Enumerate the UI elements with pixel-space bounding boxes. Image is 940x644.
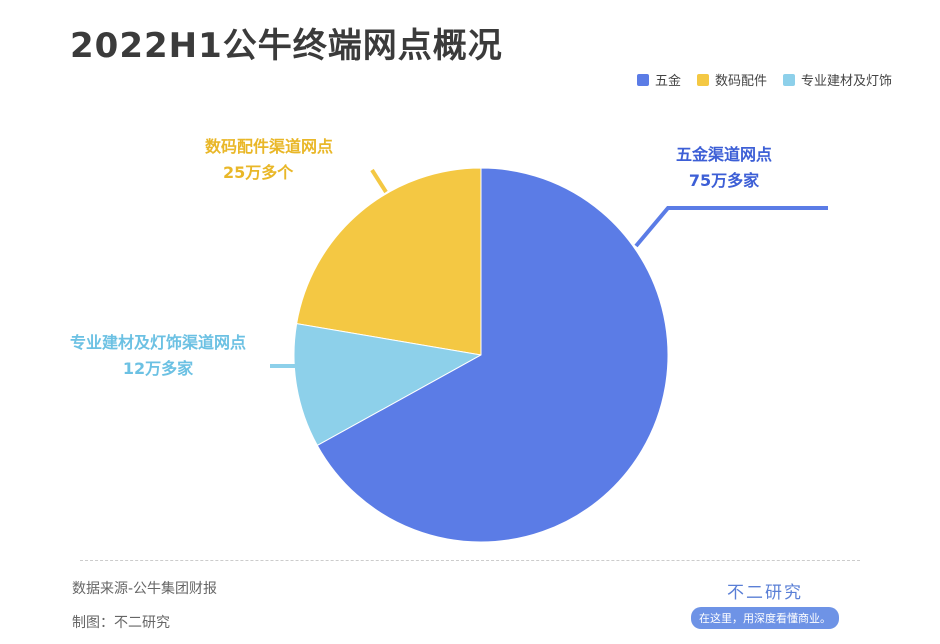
pie-slice-2[interactable] — [296, 167, 482, 356]
legend-label: 数码配件 — [714, 74, 767, 89]
legend-swatch — [636, 73, 649, 86]
brand-name: 不二研究 — [727, 583, 803, 603]
slice-label-building: 专业建材及灯饰渠道网点 12万多家 — [70, 333, 247, 378]
data-source: 数据来源-公牛集团财报 — [72, 581, 218, 597]
legend-swatch — [696, 73, 709, 86]
pie-slice-0[interactable] — [316, 167, 669, 543]
pie-slice-1[interactable] — [293, 323, 483, 447]
legend-item-building[interactable]: 专业建材及灯饰 — [782, 70, 892, 89]
leader-line-hardware — [634, 206, 828, 248]
legend-item-hardware[interactable]: 五金 — [636, 70, 681, 89]
chart-title: 2022H1公牛终端网点概况 — [70, 26, 503, 66]
legend: 五金 数码配件 专业建材及灯饰 — [636, 70, 892, 89]
made-by: 制图：不二研究 — [72, 615, 170, 631]
legend-label: 专业建材及灯饰 — [800, 74, 892, 89]
slice-label-hardware: 五金渠道网点 75万多家 — [676, 145, 773, 190]
slice-label-digital: 数码配件渠道网点 25万多个 — [205, 137, 334, 182]
brand-slogan: 在这里，用深度看懂商业。 — [691, 607, 839, 629]
legend-label: 五金 — [654, 74, 681, 89]
legend-swatch — [782, 73, 795, 86]
brand-logo: 不二研究 在这里，用深度看懂商业。 — [690, 578, 840, 629]
footer-divider — [80, 560, 860, 561]
leader-line-digital — [370, 168, 388, 194]
legend-item-digital[interactable]: 数码配件 — [696, 70, 767, 89]
